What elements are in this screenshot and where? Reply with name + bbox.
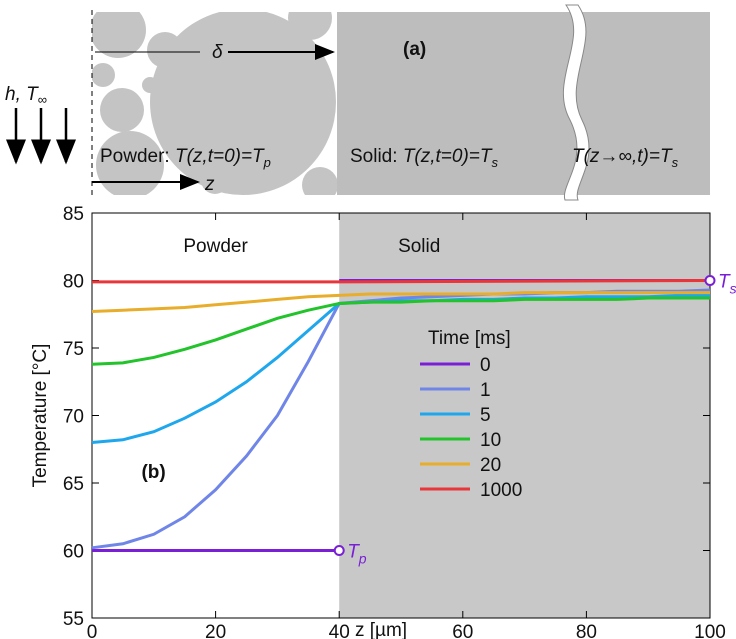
legend-label: 5 [480,405,491,426]
delta-label: δ [212,42,223,63]
series-line [91,291,710,314]
solid-block [337,12,710,195]
powder-eq: T(z,t=0)=T [175,146,265,167]
y-tick-label: 60 [63,542,84,563]
solid-word: Solid: [350,146,398,167]
y-tick-label: 80 [63,272,84,293]
state-marker [333,545,345,556]
legend-label: 0 [480,355,491,376]
legend-label: 10 [480,430,501,451]
y-tick-label: 65 [63,474,84,495]
region-label: Powder [183,236,248,257]
powder-label: Powder: T(z,t=0)=Tp [100,146,271,170]
flux-sub: ∞ [38,92,47,107]
legend-label: 1000 [480,480,522,501]
panel-a: (a) [403,39,426,60]
flux-arrows [6,108,76,165]
powder-particles [92,12,337,195]
far-label: T(z→∞,t)=Ts [572,146,679,170]
solid-sub: s [492,155,499,170]
y-tick-label: 55 [63,609,84,630]
x-tick-label: 100 [694,622,726,639]
y-tick-label: 70 [63,407,84,428]
solid-label: Solid: T(z,t=0)=Ts [350,146,499,170]
annotation-text: T [718,272,731,293]
flux-label: h, T∞ [5,84,47,107]
annotation-sub: s [730,281,736,297]
schematic: δ (a) h, T∞ Powder: T(z,t=0)=Tp Solid: T… [5,4,710,201]
solid-region [339,213,710,618]
far-eq: T(z→∞,t)=T [572,146,673,167]
series-line [92,279,711,284]
solid-eq: T(z,t=0)=T [403,146,493,167]
y-axis-label: Temperature [°C] [30,344,51,488]
annotation-sub: p [358,551,367,567]
x-tick-label: 0 [87,622,98,639]
flux-text: h, T [5,84,39,105]
annotation: Ts [718,272,736,297]
y-tick-label: 75 [63,339,84,360]
break-mark [562,4,590,201]
panel-b: (b) [141,462,165,483]
annotation: Tp [347,542,367,567]
powder-sub: p [263,155,271,170]
annotation-text: T [347,542,360,563]
legend-label: 20 [480,455,501,476]
x-tick-label: 20 [205,622,226,639]
far-sub: s [672,155,679,170]
series-line [91,296,710,366]
x-axis-label: z [µm] [355,620,407,639]
x-tick-label: 40 [329,622,350,639]
z-label: z [204,174,215,195]
y-tick-label: 85 [63,204,84,225]
legend-label: 1 [480,380,491,401]
state-marker [704,275,716,286]
legend-title: Time [ms] [428,328,511,349]
x-tick-label: 60 [452,622,473,639]
region-label: Solid [398,236,440,257]
x-tick-label: 80 [576,622,597,639]
powder-word: Powder: [100,146,170,167]
